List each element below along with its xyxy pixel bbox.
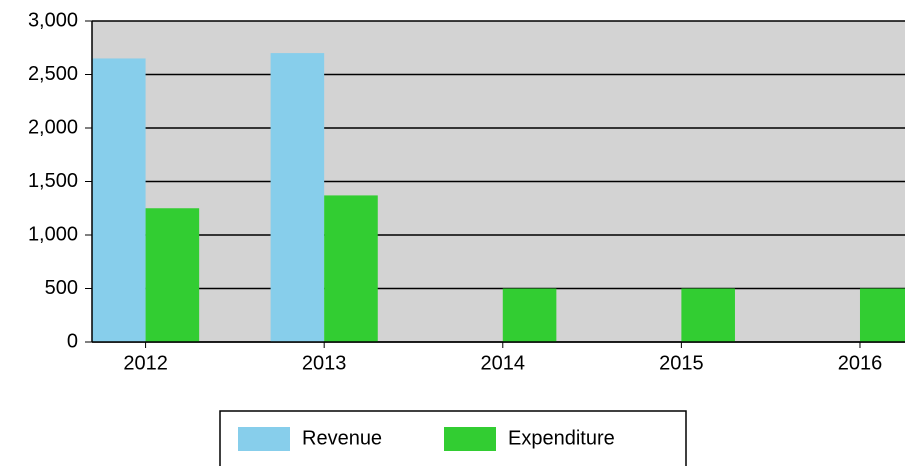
bar — [324, 195, 378, 342]
x-tick-label: 2016 — [838, 352, 883, 374]
legend-label: Expenditure — [508, 427, 615, 449]
y-tick-label: 3,000 — [28, 9, 78, 31]
x-tick-label: 2014 — [481, 352, 526, 374]
y-tick-label: 1,000 — [28, 223, 78, 245]
bar — [681, 288, 735, 342]
legend-label: Revenue — [302, 427, 382, 449]
bar — [502, 288, 557, 342]
y-tick-label: 500 — [45, 277, 78, 299]
bar — [859, 288, 905, 342]
y-tick-label: 2,500 — [28, 63, 78, 85]
x-tick-label: 2012 — [123, 352, 168, 374]
y-tick-label: 2,000 — [28, 116, 78, 138]
bar — [145, 208, 200, 342]
x-tick-label: 2013 — [302, 352, 347, 374]
y-tick-label: 1,500 — [28, 170, 78, 192]
legend-swatch — [444, 427, 496, 451]
y-tick-label: 0 — [67, 330, 78, 352]
x-tick-label: 2015 — [659, 352, 704, 374]
bar — [270, 53, 325, 342]
legend-swatch — [238, 427, 290, 451]
bar — [92, 58, 146, 342]
